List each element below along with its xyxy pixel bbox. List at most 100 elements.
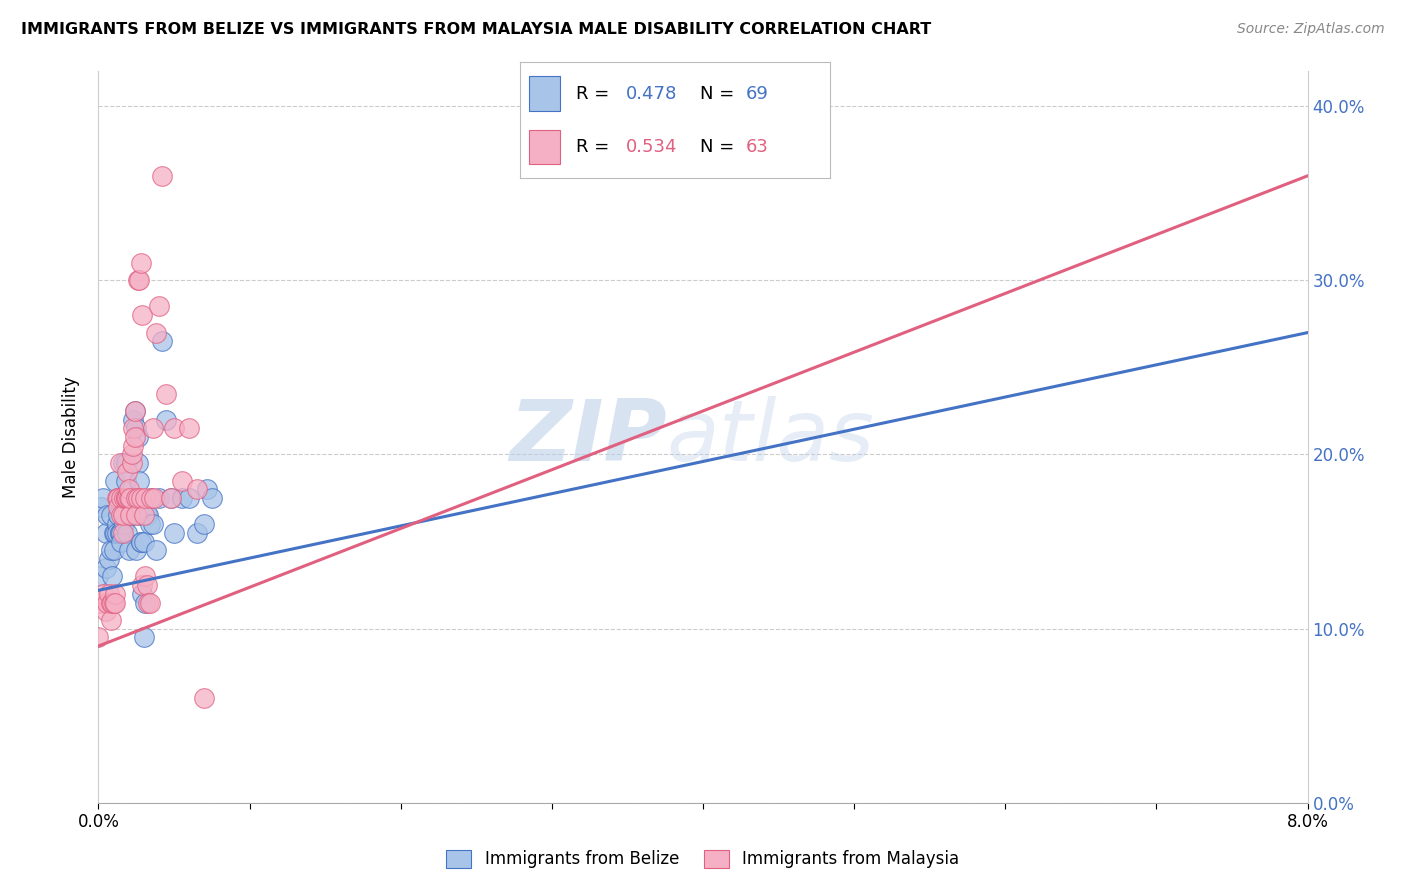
Point xyxy=(121,448,143,462)
Point xyxy=(150,169,173,183)
Point xyxy=(118,508,141,523)
Point xyxy=(136,508,159,523)
Y-axis label: Male Disability: Male Disability xyxy=(62,376,80,498)
Point xyxy=(131,308,153,322)
Point xyxy=(134,595,156,609)
Legend: Immigrants from Belize, Immigrants from Malaysia: Immigrants from Belize, Immigrants from … xyxy=(440,843,966,875)
Point xyxy=(115,491,138,505)
Point xyxy=(115,491,138,505)
Point xyxy=(125,543,148,558)
Point xyxy=(103,543,125,558)
Point xyxy=(112,491,135,505)
Point xyxy=(115,525,138,540)
Point xyxy=(139,595,162,609)
Point xyxy=(160,491,183,505)
Point xyxy=(150,334,173,349)
Point xyxy=(118,491,141,505)
Point xyxy=(94,525,117,540)
Point xyxy=(135,578,157,592)
Point xyxy=(105,491,128,505)
Point xyxy=(127,456,149,470)
Point xyxy=(132,631,155,645)
Point xyxy=(142,517,165,532)
Point xyxy=(125,508,148,523)
Point xyxy=(89,595,111,609)
Point xyxy=(98,587,121,601)
Point xyxy=(120,491,142,505)
Point xyxy=(103,525,125,540)
Point xyxy=(104,595,127,609)
Point xyxy=(125,491,148,505)
Point xyxy=(129,534,152,549)
Point xyxy=(120,508,142,523)
Point xyxy=(107,500,129,514)
Point xyxy=(128,273,150,287)
Point xyxy=(195,483,218,497)
Point xyxy=(110,525,132,540)
Point xyxy=(134,491,156,505)
Point xyxy=(132,534,155,549)
Point xyxy=(127,273,149,287)
Point xyxy=(100,613,122,627)
Point xyxy=(108,525,131,540)
Text: 0.478: 0.478 xyxy=(626,85,676,103)
Text: R =: R = xyxy=(576,85,614,103)
Point xyxy=(108,456,131,470)
Text: ZIP: ZIP xyxy=(509,395,666,479)
Point xyxy=(118,483,141,497)
Point xyxy=(101,569,124,583)
Point xyxy=(127,430,149,444)
Point xyxy=(129,491,152,505)
Point xyxy=(107,508,129,523)
Point xyxy=(129,534,152,549)
Text: 0.534: 0.534 xyxy=(626,138,676,156)
Point xyxy=(101,595,124,609)
Point xyxy=(105,525,128,540)
FancyBboxPatch shape xyxy=(530,77,561,112)
Point xyxy=(112,508,135,523)
Point xyxy=(96,508,118,523)
Text: Source: ZipAtlas.com: Source: ZipAtlas.com xyxy=(1237,22,1385,37)
Point xyxy=(131,587,153,601)
Point xyxy=(90,500,112,514)
Point xyxy=(148,491,170,505)
Point xyxy=(91,491,114,505)
Point xyxy=(124,404,146,418)
Text: N =: N = xyxy=(700,138,740,156)
Point xyxy=(87,631,110,645)
Point xyxy=(142,421,165,435)
Text: 69: 69 xyxy=(747,85,769,103)
Point xyxy=(143,491,166,505)
Point xyxy=(124,404,146,418)
Point xyxy=(124,430,146,444)
Point xyxy=(118,543,141,558)
Text: atlas: atlas xyxy=(666,395,875,479)
Point xyxy=(128,474,150,488)
Text: 63: 63 xyxy=(747,138,769,156)
Point xyxy=(121,491,143,505)
Point xyxy=(104,474,127,488)
Point xyxy=(114,491,136,505)
Point xyxy=(127,491,149,505)
Point xyxy=(111,525,134,540)
Point xyxy=(103,595,125,609)
Point xyxy=(111,491,134,505)
Point xyxy=(131,578,153,592)
Point xyxy=(121,456,143,470)
Point xyxy=(129,256,152,270)
Point xyxy=(170,474,193,488)
Point xyxy=(179,421,201,435)
Point xyxy=(141,491,163,505)
Point xyxy=(132,508,155,523)
Point xyxy=(201,491,224,505)
Point xyxy=(122,500,145,514)
Point xyxy=(148,300,170,314)
Point xyxy=(94,604,117,618)
Point xyxy=(179,491,201,505)
Point xyxy=(155,386,177,401)
FancyBboxPatch shape xyxy=(530,129,561,164)
Point xyxy=(107,491,129,505)
Text: N =: N = xyxy=(700,85,740,103)
Point xyxy=(100,543,122,558)
Point xyxy=(87,569,110,583)
